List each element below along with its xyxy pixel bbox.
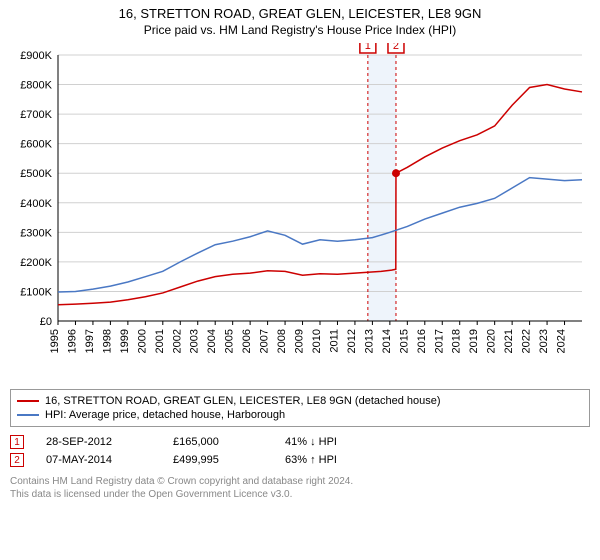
transaction-hpi: 63% ↑ HPI bbox=[285, 454, 405, 466]
transaction-date: 28-SEP-2012 bbox=[46, 436, 151, 448]
y-tick-label: £800K bbox=[20, 80, 52, 92]
y-tick-label: £300K bbox=[20, 227, 52, 239]
footer-attribution: Contains HM Land Registry data © Crown c… bbox=[10, 475, 590, 501]
transaction-marker: 2 bbox=[10, 453, 24, 467]
x-tick-label: 2022 bbox=[521, 329, 533, 353]
series-hpi bbox=[58, 178, 582, 292]
x-tick-label: 1995 bbox=[49, 329, 61, 353]
x-tick-label: 2024 bbox=[556, 329, 568, 353]
chart-container: 16, STRETTON ROAD, GREAT GLEN, LEICESTER… bbox=[0, 0, 600, 505]
y-tick-label: £400K bbox=[20, 198, 52, 210]
x-tick-label: 2012 bbox=[346, 329, 358, 353]
x-tick-label: 2002 bbox=[171, 329, 183, 353]
legend: 16, STRETTON ROAD, GREAT GLEN, LEICESTER… bbox=[10, 389, 590, 427]
transaction-row: 1 28-SEP-2012 £165,000 41% ↓ HPI bbox=[10, 433, 590, 451]
x-tick-label: 2013 bbox=[363, 329, 375, 353]
x-tick-label: 2001 bbox=[154, 329, 166, 353]
x-tick-label: 2017 bbox=[433, 329, 445, 353]
transaction-row: 2 07-MAY-2014 £499,995 63% ↑ HPI bbox=[10, 451, 590, 469]
legend-swatch bbox=[17, 414, 39, 416]
x-tick-label: 1997 bbox=[84, 329, 96, 353]
x-tick-label: 2018 bbox=[451, 329, 463, 353]
chart-plot-area: £0 £100K £200K £300K £400K £500K £600K £700K £80… bbox=[10, 43, 590, 383]
x-tick-label: 2021 bbox=[503, 329, 515, 353]
shaded-band bbox=[368, 55, 396, 321]
transaction-price: £499,995 bbox=[173, 454, 263, 466]
y-tick-label: £0 bbox=[40, 316, 52, 328]
series-price_paid bbox=[58, 85, 582, 305]
legend-row: 16, STRETTON ROAD, GREAT GLEN, LEICESTER… bbox=[17, 394, 583, 408]
y-tick-label: £100K bbox=[20, 286, 52, 298]
marker-label: 2 bbox=[393, 43, 399, 52]
x-tick-label: 1999 bbox=[119, 329, 131, 353]
y-tick-label: £900K bbox=[20, 50, 52, 62]
x-tick-label: 2014 bbox=[381, 329, 393, 353]
x-tick-label: 2023 bbox=[538, 329, 550, 353]
y-tick-label: £700K bbox=[20, 109, 52, 121]
x-tick-label: 2008 bbox=[276, 329, 288, 353]
legend-row: HPI: Average price, detached house, Harb… bbox=[17, 408, 583, 422]
footer-line-1: Contains HM Land Registry data © Crown c… bbox=[10, 475, 590, 488]
x-tick-label: 2005 bbox=[224, 329, 236, 353]
x-tick-label: 2010 bbox=[311, 329, 323, 353]
chart-title: 16, STRETTON ROAD, GREAT GLEN, LEICESTER… bbox=[10, 6, 590, 21]
x-tick-label: 2015 bbox=[398, 329, 410, 353]
sale-point bbox=[392, 169, 400, 177]
x-tick-label: 1996 bbox=[66, 329, 78, 353]
marker-label: 1 bbox=[365, 43, 371, 52]
legend-swatch bbox=[17, 400, 39, 402]
x-tick-label: 2000 bbox=[136, 329, 148, 353]
x-tick-label: 2009 bbox=[294, 329, 306, 353]
transaction-date: 07-MAY-2014 bbox=[46, 454, 151, 466]
x-tick-label: 2020 bbox=[486, 329, 498, 353]
x-tick-label: 2016 bbox=[416, 329, 428, 353]
transaction-marker: 1 bbox=[10, 435, 24, 449]
x-tick-label: 1998 bbox=[101, 329, 113, 353]
legend-label: HPI: Average price, detached house, Harb… bbox=[45, 409, 285, 421]
y-tick-label: £500K bbox=[20, 168, 52, 180]
legend-label: 16, STRETTON ROAD, GREAT GLEN, LEICESTER… bbox=[45, 395, 441, 407]
x-tick-label: 2003 bbox=[189, 329, 201, 353]
transaction-price: £165,000 bbox=[173, 436, 263, 448]
x-tick-label: 2011 bbox=[328, 329, 340, 353]
x-tick-label: 2019 bbox=[468, 329, 480, 353]
y-tick-label: £600K bbox=[20, 139, 52, 151]
transaction-hpi: 41% ↓ HPI bbox=[285, 436, 405, 448]
chart-subtitle: Price paid vs. HM Land Registry's House … bbox=[10, 23, 590, 37]
x-tick-label: 2007 bbox=[259, 329, 271, 353]
y-tick-label: £200K bbox=[20, 257, 52, 269]
x-tick-label: 2004 bbox=[206, 329, 218, 353]
x-tick-label: 2006 bbox=[241, 329, 253, 353]
footer-line-2: This data is licensed under the Open Gov… bbox=[10, 488, 590, 501]
transactions-table: 1 28-SEP-2012 £165,000 41% ↓ HPI 2 07-MAY-201… bbox=[10, 433, 590, 469]
line-chart-svg: £0 £100K £200K £300K £400K £500K £600K £700K £80… bbox=[10, 43, 590, 383]
